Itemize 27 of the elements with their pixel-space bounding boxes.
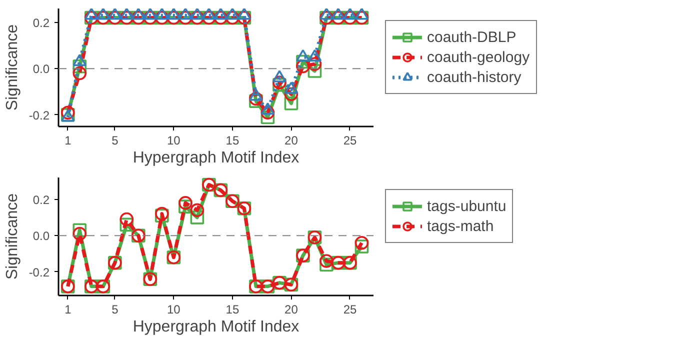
y-axis-title: Significance (4, 193, 21, 280)
x-tick-label: 15 (226, 134, 240, 148)
x-axis-title: Hypergraph Motif Index (132, 150, 300, 166)
x-tick-label: 10 (167, 134, 181, 148)
y-axis-title: Significance (4, 24, 21, 111)
legend-label: tags-math (427, 218, 494, 234)
x-tick-label: 20 (284, 302, 298, 316)
x-axis-title: Hypergraph Motif Index (132, 318, 300, 336)
y-tick-label: 0.2 (32, 16, 50, 30)
x-tick-label: 20 (284, 134, 298, 148)
x-tick-label: 25 (343, 302, 357, 316)
x-tick-label: 1 (64, 302, 72, 316)
x-tick-label: 5 (112, 134, 119, 148)
x-tick-label: 25 (343, 134, 357, 148)
legend-label: tags-ubuntu (427, 198, 506, 214)
x-tick-label: 10 (167, 302, 181, 316)
x-tick-label: 1 (64, 134, 72, 148)
y-tick-label: -0.2 (28, 265, 50, 280)
legend-label: coauth-DBLP (427, 28, 516, 46)
y-tick-label: 0.0 (32, 62, 50, 76)
x-tick-label: 15 (226, 302, 240, 316)
y-tick-label: -0.2 (28, 108, 50, 122)
legend-label: coauth-geology (427, 48, 530, 66)
y-tick-label: 0.0 (32, 229, 50, 244)
y-tick-label: 0.2 (32, 192, 50, 207)
legend-label: coauth-history (427, 68, 522, 86)
x-tick-label: 5 (112, 302, 119, 316)
